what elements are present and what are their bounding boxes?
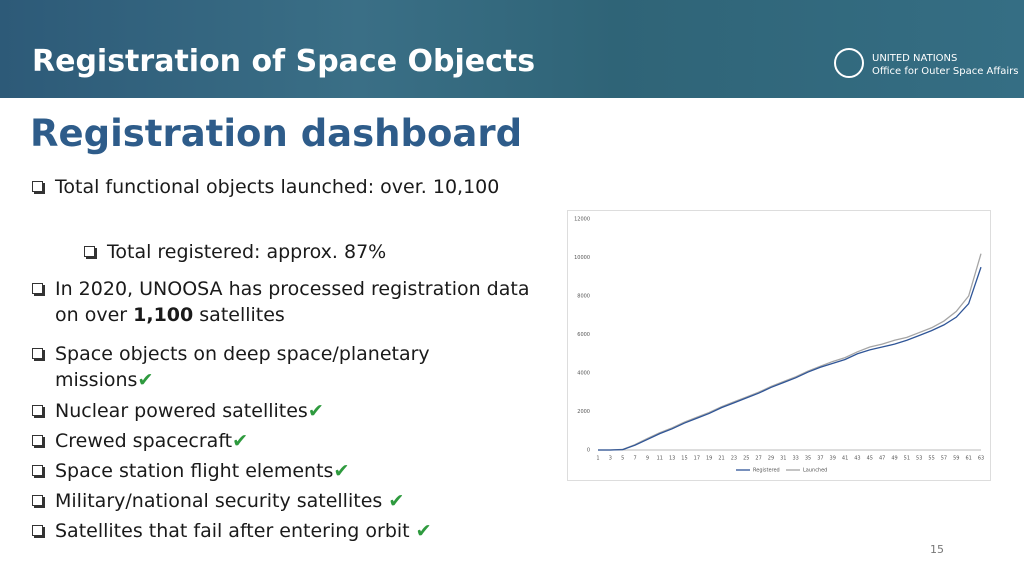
page-number: 15 — [930, 543, 944, 556]
bullet-text: In 2020, UNOOSA has processed registrati… — [55, 278, 530, 326]
check: ✔ — [388, 490, 405, 512]
header-title: Registration of Space Objects — [32, 44, 536, 79]
x-tick-label: 3 — [609, 456, 612, 462]
bullet-text: Nuclear powered satellites — [55, 400, 308, 422]
bullet-bold: 1,100 — [133, 304, 194, 326]
x-tick-label: 35 — [805, 456, 811, 462]
x-tick-label: 37 — [817, 456, 823, 462]
x-tick-label: 11 — [657, 456, 663, 462]
un-logo — [834, 48, 864, 78]
x-tick-label: 61 — [965, 456, 971, 462]
bullet: In 2020, UNOOSA has processed registrati… — [30, 276, 555, 328]
x-tick-label: 45 — [867, 456, 873, 462]
bullet-text: Crewed spacecraft — [55, 430, 233, 452]
bullet: Space station flight elements✔ — [30, 458, 555, 484]
x-tick-label: 39 — [830, 456, 836, 462]
y-tick-label: 8000 — [577, 294, 590, 300]
bullet: Space objects on deep space/planetary mi… — [30, 341, 525, 393]
bullet-text: Military/national security satellites — [55, 490, 389, 512]
bullet-text: Space objects on deep space/planetary mi… — [55, 343, 430, 391]
x-tick-label: 49 — [891, 456, 897, 462]
check: ✔ — [307, 400, 324, 422]
y-tick-label: 2000 — [577, 409, 590, 415]
check: ✔ — [137, 369, 154, 391]
bullet: Nuclear powered satellites✔ — [30, 398, 555, 424]
org-line: UNITED NATIONS — [872, 53, 958, 64]
bullet: Crewed spacecraft✔ — [30, 428, 555, 454]
y-tick-label: 6000 — [577, 332, 590, 338]
x-tick-label: 13 — [669, 456, 675, 462]
x-tick-label: 9 — [646, 456, 649, 462]
series-line — [598, 253, 982, 451]
y-tick-label: 10000 — [574, 255, 590, 261]
x-tick-label: 7 — [633, 456, 636, 462]
x-tick-label: 17 — [694, 456, 700, 462]
x-tick-label: 23 — [731, 456, 737, 462]
legend-label: Registered — [753, 468, 780, 474]
org-line: Office for Outer Space Affairs — [872, 66, 1019, 77]
series-line — [598, 266, 982, 451]
x-tick-label: 25 — [743, 456, 749, 462]
heading: Registration dashboard — [30, 112, 523, 155]
bullet-text: satellites — [193, 304, 285, 326]
y-tick-label: 12000 — [574, 217, 590, 223]
x-tick-label: 55 — [928, 456, 934, 462]
x-tick-label: 31 — [780, 456, 786, 462]
check: ✔ — [232, 430, 249, 452]
org-name: UNITED NATIONS Office for Outer Space Aff… — [872, 52, 1018, 78]
x-tick-label: 27 — [755, 456, 761, 462]
x-tick-label: 47 — [879, 456, 885, 462]
x-tick-label: 57 — [941, 456, 947, 462]
x-tick-label: 15 — [681, 456, 687, 462]
x-tick-label: 1 — [596, 456, 599, 462]
y-tick-label: 0 — [587, 448, 590, 454]
legend-label: Launched — [803, 468, 827, 474]
x-tick-label: 41 — [842, 456, 848, 462]
x-tick-label: 5 — [621, 456, 624, 462]
x-tick-label: 21 — [718, 456, 724, 462]
bullet: Satellites that fail after entering orbi… — [30, 518, 555, 544]
bullet-text: Space station flight elements — [55, 460, 334, 482]
x-tick-label: 59 — [953, 456, 959, 462]
x-tick-label: 43 — [854, 456, 860, 462]
x-tick-label: 29 — [768, 456, 774, 462]
x-tick-label: 33 — [792, 456, 798, 462]
x-tick-label: 19 — [706, 456, 712, 462]
x-tick-label: 53 — [916, 456, 922, 462]
check: ✔ — [333, 460, 350, 482]
y-tick-label: 4000 — [577, 371, 590, 377]
check: ✔ — [415, 520, 432, 542]
bullet: Total functional objects launched: over.… — [30, 174, 525, 200]
x-tick-label: 51 — [904, 456, 910, 462]
bullet-text: Satellites that fail after entering orbi… — [55, 520, 416, 542]
x-tick-label: 63 — [978, 456, 984, 462]
sub-bullet: Total registered: approx. 87% — [82, 239, 527, 265]
bullet: Military/national security satellites ✔ — [30, 488, 555, 514]
